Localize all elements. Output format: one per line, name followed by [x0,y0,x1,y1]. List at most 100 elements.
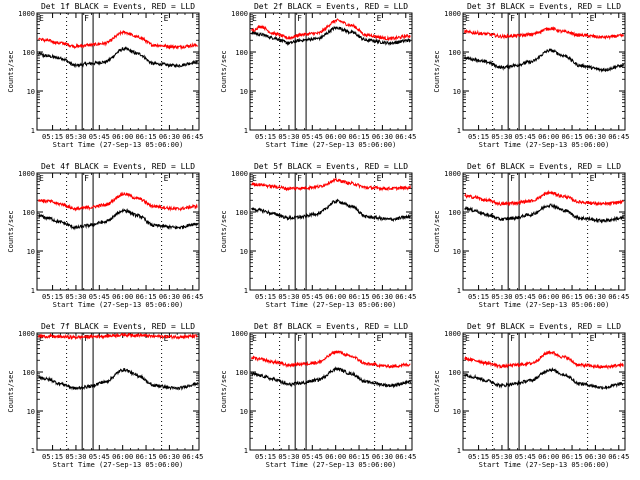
x-tick-label: 05:15 [468,453,489,461]
y-tick-label: 1 [244,447,248,455]
series-line-events [464,367,624,390]
x-tick-label: 05:15 [255,453,276,461]
axes-frame [462,332,626,451]
x-tick-label: 05:15 [42,453,63,461]
x-tick-label: 06:00 [538,453,559,461]
segment-marker-e: E [465,334,470,343]
y-tick-label: 1 [31,127,35,135]
y-tick-label: 1000 [444,330,461,338]
y-tick-label: 1000 [18,10,35,18]
x-axis-label: Start Time (27-Sep-13 05:06:00) [53,141,184,149]
y-tick-label: 1000 [18,330,35,338]
x-tick-label: 06:45 [608,293,629,301]
series-line-events [464,203,624,224]
segment-marker-e: E [590,334,595,343]
axes-frame [249,172,413,291]
segment-marker-e: E [164,14,169,23]
series-line-lld [464,189,624,207]
x-axis-label: Start Time (27-Sep-13 05:06:00) [266,141,397,149]
segment-marker-f: F [297,334,302,343]
x-tick-label: 06:45 [182,293,203,301]
x-tick-label: 05:30 [278,453,299,461]
x-tick-label: 06:30 [372,133,393,141]
segment-marker-f: F [84,334,89,343]
x-tick-label: 05:15 [42,133,63,141]
panel-title: Det 6f BLACK = Events, RED = LLD [467,162,621,171]
x-tick-label: 05:30 [491,133,512,141]
x-axis-label: Start Time (27-Sep-13 05:06:00) [266,461,397,469]
y-tick-label: 100 [22,49,35,57]
x-tick-label: 06:45 [608,453,629,461]
series-line-events [38,207,198,231]
y-tick-label: 1 [244,287,248,295]
y-tick-label: 100 [235,49,248,57]
y-axis-label: Counts/sec [220,210,228,252]
segment-marker-e: E [590,174,595,183]
panel-title: Det 8f BLACK = Events, RED = LLD [254,322,408,331]
y-tick-label: 10 [453,408,461,416]
segment-marker-e: E [39,174,44,183]
segment-marker-e: E [377,174,382,183]
series-line-events [38,368,198,391]
y-tick-label: 100 [448,209,461,217]
y-tick-label: 10 [27,408,35,416]
x-tick-label: 05:30 [278,133,299,141]
panel-det-7: Det 7f BLACK = Events, RED = LLD 1 10 100 10… [7,322,203,469]
x-tick-label: 05:15 [255,133,276,141]
series-line-events [251,198,411,223]
segment-marker-e: E [377,14,382,23]
x-tick-label: 06:00 [325,453,346,461]
x-tick-label: 06:00 [538,133,559,141]
x-tick-label: 06:30 [585,453,606,461]
x-tick-label: 05:45 [89,293,110,301]
x-tick-label: 06:15 [561,453,582,461]
x-tick-label: 05:30 [65,293,86,301]
series-line-lld [251,18,411,42]
x-tick-label: 05:45 [515,293,536,301]
y-tick-label: 10 [453,88,461,96]
x-axis-label: Start Time (27-Sep-13 05:06:00) [266,301,397,309]
panel-det-2: Det 2f BLACK = Events, RED = LLD 1 10 100 10… [220,2,416,149]
x-tick-label: 05:30 [278,293,299,301]
axes-frame [249,332,413,451]
x-tick-label: 06:00 [112,293,133,301]
y-tick-label: 1000 [18,170,35,178]
x-tick-label: 06:45 [608,133,629,141]
y-tick-label: 1 [244,127,248,135]
x-tick-label: 06:45 [395,133,416,141]
x-tick-label: 06:00 [538,293,559,301]
panel-title: Det 2f BLACK = Events, RED = LLD [254,2,408,11]
x-tick-label: 05:45 [515,453,536,461]
series-line-lld [464,26,624,41]
x-tick-label: 05:30 [491,293,512,301]
panel-title: Det 5f BLACK = Events, RED = LLD [254,162,408,171]
panel-det-4: Det 4f BLACK = Events, RED = LLD 1 10 100 10… [7,162,203,309]
axes-frame [249,12,413,131]
x-tick-label: 06:15 [135,293,156,301]
x-tick-label: 06:45 [395,453,416,461]
y-tick-label: 10 [27,248,35,256]
panel-title: Det 7f BLACK = Events, RED = LLD [41,322,195,331]
segment-marker-e: E [252,334,257,343]
series-line-events [464,48,624,73]
y-tick-label: 1 [457,127,461,135]
y-tick-label: 100 [22,369,35,377]
x-tick-label: 05:45 [302,453,323,461]
series-line-events [251,366,411,389]
panel-title: Det 4f BLACK = Events, RED = LLD [41,162,195,171]
x-axis-label: Start Time (27-Sep-13 05:06:00) [53,301,184,309]
x-axis-label: Start Time (27-Sep-13 05:06:00) [479,301,610,309]
panel-title: Det 3f BLACK = Events, RED = LLD [467,2,621,11]
x-tick-label: 05:45 [302,293,323,301]
x-tick-label: 06:45 [395,293,416,301]
x-tick-label: 05:45 [302,133,323,141]
series-line-lld [464,350,624,371]
segment-marker-e: E [252,14,257,23]
x-tick-label: 06:15 [561,133,582,141]
x-tick-label: 05:45 [89,453,110,461]
segment-marker-f: F [510,174,515,183]
y-axis-label: Counts/sec [7,210,15,252]
segment-marker-e: E [377,334,382,343]
x-tick-label: 05:15 [42,293,63,301]
